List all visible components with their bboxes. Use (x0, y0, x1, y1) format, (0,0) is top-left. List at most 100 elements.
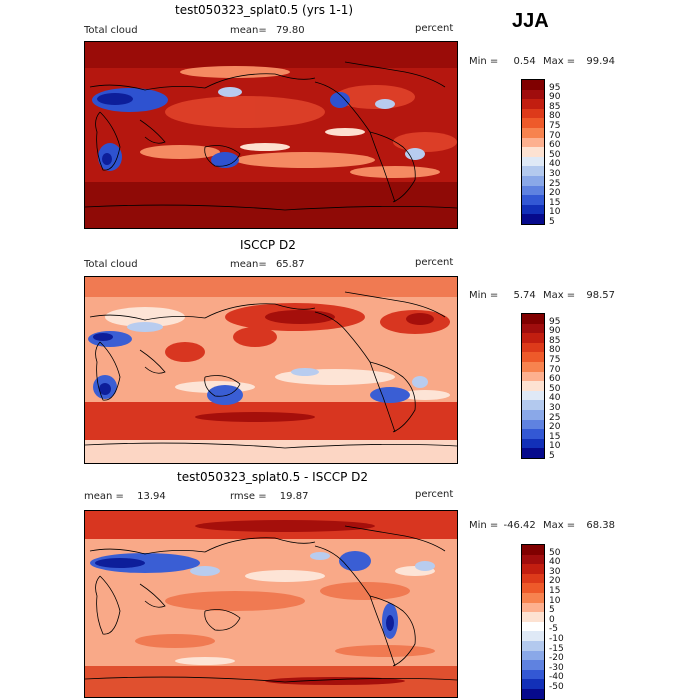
colorbar-swatch (522, 127, 544, 138)
panel-1-max-label: Max = (542, 56, 576, 67)
colorbar-swatch (522, 688, 544, 699)
colorbar-tick-label: 30 (549, 403, 561, 413)
season-label: JJA (512, 10, 549, 32)
colorbar-swatch (522, 352, 544, 362)
colorbar-tick-label: 50 (549, 547, 561, 558)
colorbar-swatch (522, 371, 544, 382)
panel-1-map-field (85, 42, 457, 228)
colorbar-swatch (522, 108, 544, 119)
panel-3-map-field (85, 511, 457, 697)
colorbar-swatch (522, 204, 544, 215)
panel-2-map-field (85, 277, 457, 463)
colorbar-swatch (522, 564, 544, 574)
colorbar-tick-label: 10 (549, 207, 561, 218)
panel-2-units-label: percent (415, 257, 454, 268)
colorbar-swatch (522, 554, 544, 565)
colorbar-swatch (522, 660, 544, 670)
colorbar-tick-label: 15 (549, 431, 561, 442)
colorbar-swatch (522, 195, 544, 205)
panel-3-rmse-label: rmse = 19.87 (230, 491, 308, 502)
colorbar-swatch (522, 99, 544, 109)
colorbar-swatch (522, 175, 544, 186)
colorbar-tick-label: 80 (549, 345, 561, 356)
colorbar-tick-label: 5 (549, 451, 555, 461)
panel-1-variable-label: Total cloud (84, 25, 138, 36)
colorbar-swatch (522, 147, 544, 157)
colorbar-tick-label: -40 (549, 672, 564, 683)
colorbar-swatch (522, 429, 544, 439)
colorbar-tick-label: 25 (549, 412, 561, 423)
panel-3-max-label: Max = (542, 520, 576, 531)
colorbar-tick-label: 60 (549, 140, 561, 151)
panel-3-min-label: Min = (469, 520, 499, 531)
panel-3-units-label: percent (415, 489, 454, 500)
panel-3-mean-value: 13.94 (137, 491, 166, 502)
colorbar-swatch (522, 631, 544, 641)
colorbar-swatch (522, 323, 544, 334)
colorbar-swatch (522, 400, 544, 410)
panel-3-max-value: 68.38 (586, 520, 615, 531)
panel-2-min-label: Min = (469, 290, 499, 301)
colorbar-tick-label: -5 (549, 624, 558, 635)
colorbar-tick-label: 10 (549, 441, 561, 452)
colorbar-swatch (522, 166, 544, 176)
colorbar-swatch (522, 438, 544, 449)
colorbar-tick-label: 85 (549, 101, 561, 112)
panel-2-min-value: 5.74 (513, 290, 536, 301)
panel-3-min-value: -46.42 (503, 520, 536, 531)
colorbar-swatch (522, 89, 544, 100)
panel-1-max-value: 99.94 (586, 56, 616, 67)
colorbar-swatch (522, 545, 544, 555)
colorbar-tick-label: 50 (549, 383, 561, 394)
colorbar-swatch (522, 361, 544, 372)
colorbar-swatch (522, 314, 544, 324)
panel-2-mean-text: mean= (230, 259, 267, 270)
panel-3-mean-label: mean = 13.94 (84, 491, 166, 502)
panel-2-variable-label: Total cloud (84, 259, 138, 270)
panel-1-min-label: Min = (469, 56, 499, 67)
panel-2-max-label: Max = (542, 290, 576, 301)
colorbar-tick-label: 70 (549, 364, 561, 375)
colorbar-tick-label: 50 (549, 149, 561, 160)
colorbar-tick-label: -30 (549, 662, 564, 673)
colorbar-swatch (522, 118, 544, 128)
panel-3-colorbar (521, 544, 545, 700)
colorbar-swatch (522, 583, 544, 593)
colorbar-swatch (522, 669, 544, 680)
colorbar-tick-label: -20 (549, 653, 564, 664)
colorbar-swatch (522, 602, 544, 613)
colorbar-tick-label: 60 (549, 374, 561, 385)
colorbar-tick-label: 25 (549, 178, 561, 189)
panel-3-rmse-text: rmse = (230, 491, 267, 502)
colorbar-tick-label: -50 (549, 682, 564, 692)
colorbar-tick-label: 0 (549, 614, 555, 625)
colorbar-swatch (522, 80, 544, 90)
colorbar-swatch (522, 214, 544, 224)
panel-3-title: test050323_splat0.5 - ISCCP D2 (177, 470, 368, 484)
colorbar-tick-label: 15 (549, 197, 561, 208)
panel-3-map (84, 510, 458, 698)
panel-1-units-label: percent (415, 23, 454, 34)
colorbar-tick-label: 5 (549, 217, 555, 227)
panel-1-mean-label: mean= 79.80 (230, 25, 305, 36)
colorbar-tick-label: 95 (549, 316, 561, 327)
colorbar-swatch (522, 612, 544, 622)
colorbar-swatch (522, 448, 544, 458)
panel-1-stats: Min = 0.54 Max = 99.94 (469, 56, 615, 67)
panel-2-colorbar (521, 313, 545, 459)
colorbar-tick-label: 30 (549, 566, 561, 577)
colorbar-swatch (522, 573, 544, 584)
panel-2-map (84, 276, 458, 464)
colorbar-swatch (522, 381, 544, 391)
colorbar-tick-label: 40 (549, 159, 561, 170)
colorbar-tick-label: 70 (549, 130, 561, 141)
colorbar-swatch (522, 679, 544, 689)
colorbar-tick-label: 80 (549, 111, 561, 122)
colorbar-tick-label: 95 (549, 82, 561, 93)
panel-1-colorbar (521, 79, 545, 225)
panel-2-mean-value: 65.87 (275, 259, 305, 270)
colorbar-tick-label: -10 (549, 634, 564, 644)
panel-1-title: test050323_splat0.5 (yrs 1-1) (175, 3, 354, 17)
colorbar-tick-label: 20 (549, 576, 561, 587)
panel-1-mean-text: mean= (230, 25, 267, 36)
